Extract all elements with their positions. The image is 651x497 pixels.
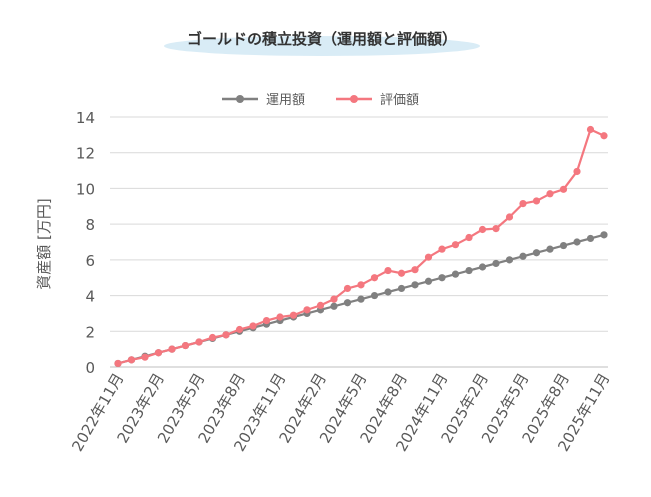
data-point — [411, 266, 419, 274]
data-point — [222, 331, 230, 339]
y-tick-label: 6 — [85, 252, 95, 270]
data-point — [289, 311, 298, 319]
data-point — [357, 295, 365, 303]
data-point — [492, 225, 500, 233]
y-tick-label: 14 — [76, 109, 95, 127]
legend: 運用額 評価額 — [222, 93, 419, 108]
data-point — [451, 270, 460, 278]
data-point — [465, 266, 473, 275]
legend-label-series-2: 評価額 — [380, 93, 419, 108]
data-point — [235, 325, 244, 334]
data-point — [519, 200, 527, 208]
data-point — [451, 241, 460, 249]
x-tick-label: 2022年11月 — [68, 370, 127, 455]
y-tick-label: 0 — [85, 359, 95, 377]
data-point — [276, 313, 284, 321]
data-point — [330, 302, 338, 310]
data-point — [370, 274, 379, 282]
data-point — [316, 301, 325, 309]
data-point — [397, 269, 406, 277]
data-point — [384, 288, 392, 296]
data-point — [208, 333, 217, 342]
data-point — [505, 213, 514, 221]
legend-label-series-1: 運用額 — [266, 93, 305, 108]
data-point — [546, 245, 554, 253]
data-point — [330, 295, 338, 303]
legend-item-series-1: 運用額 — [222, 93, 305, 108]
chart-title: ゴールドの積立投資（運用額と評価額） — [187, 30, 457, 48]
data-point — [505, 256, 514, 264]
data-point — [424, 253, 433, 261]
y-tick-label: 12 — [76, 145, 95, 163]
data-point — [249, 322, 257, 330]
data-point — [343, 284, 352, 293]
data-point — [573, 167, 581, 176]
data-point — [343, 299, 352, 307]
y-tick-label: 8 — [85, 216, 95, 234]
title-highlight — [164, 36, 480, 56]
data-point — [397, 284, 406, 293]
data-point — [600, 132, 608, 140]
data-point — [465, 233, 473, 242]
x-axis-ticks: 2022年11月2023年2月2023年5月2023年8月2023年11月202… — [68, 370, 613, 455]
data-point — [195, 338, 203, 346]
series-line — [117, 128, 605, 365]
data-point — [127, 356, 136, 364]
data-point — [168, 345, 176, 353]
data-point — [181, 341, 190, 350]
data-point — [424, 277, 433, 285]
data-point — [573, 238, 581, 246]
y-tick-label: 2 — [85, 323, 95, 341]
y-axis-label: 資産額 [万円] — [35, 198, 53, 289]
data-point — [370, 291, 379, 300]
data-point — [154, 349, 163, 357]
data-point — [303, 306, 311, 314]
y-tick-label: 10 — [76, 180, 95, 198]
data-point — [438, 274, 446, 282]
data-point — [519, 252, 527, 260]
data-point — [546, 190, 554, 198]
data-point — [586, 125, 595, 134]
series-2 — [114, 125, 608, 368]
data-point — [262, 316, 271, 325]
gridlines — [110, 116, 608, 368]
data-point — [586, 234, 595, 243]
data-point — [492, 259, 500, 268]
data-point — [478, 263, 487, 271]
data-point — [559, 185, 568, 193]
data-point — [478, 225, 487, 234]
data-point — [411, 281, 419, 289]
data-point — [532, 197, 541, 205]
legend-item-series-2: 評価額 — [336, 93, 419, 108]
data-point — [532, 249, 541, 257]
data-point — [600, 231, 608, 239]
y-tick-label: 4 — [85, 288, 95, 306]
data-point — [384, 266, 392, 275]
data-point — [357, 281, 365, 289]
data-point — [114, 359, 122, 368]
data-point — [559, 241, 568, 250]
y-axis-ticks: 0 2 4 6 8 10 12 14 — [76, 109, 95, 377]
data-point — [141, 353, 149, 361]
series-group — [114, 125, 608, 368]
data-point — [438, 245, 446, 253]
